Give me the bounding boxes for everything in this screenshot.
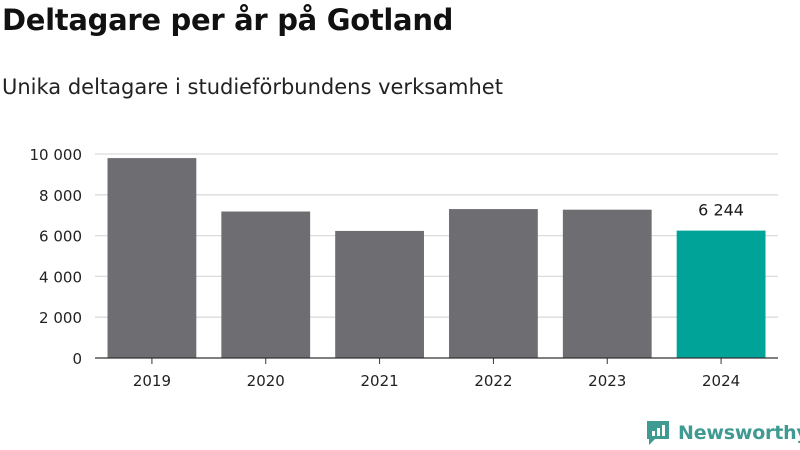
bar-2023 xyxy=(562,209,652,358)
bar-2022 xyxy=(449,209,538,358)
x-tick-label: 2022 xyxy=(474,372,512,390)
y-tick-label: 6 000 xyxy=(39,228,82,246)
x-tick-label: 2023 xyxy=(588,372,626,390)
chart-subtitle: Unika deltagare i studieförbundens verks… xyxy=(2,75,503,99)
data-labels: 6 244 xyxy=(698,201,744,220)
y-tick-label: 8 000 xyxy=(39,187,82,205)
x-tick-label: 2019 xyxy=(133,372,171,390)
bar-2020 xyxy=(221,211,311,358)
grid-lines xyxy=(95,153,778,318)
bar-2024 xyxy=(676,230,766,358)
brand-logo: Newsworthy xyxy=(645,419,800,447)
y-tick-label: 10 000 xyxy=(30,146,83,164)
y-axis-ticks: 0 2 000 4 000 6 000 8 000 10 000 xyxy=(30,146,83,368)
data-label-2024: 6 244 xyxy=(698,201,744,220)
y-tick-label: 4 000 xyxy=(39,268,82,286)
chart-title: Deltagare per år på Gotland xyxy=(2,3,454,37)
x-tick-label: 2024 xyxy=(702,372,740,390)
bar-2021 xyxy=(335,230,424,358)
bars xyxy=(107,158,766,358)
y-tick-label: 0 xyxy=(72,350,82,368)
bar-2019 xyxy=(107,158,197,358)
newsworthy-logo-icon xyxy=(647,421,669,445)
y-tick-label: 2 000 xyxy=(39,309,82,327)
x-tick-label: 2021 xyxy=(360,372,398,390)
x-axis-ticks: 2019 2020 2021 2022 2023 2024 xyxy=(133,358,740,390)
brand-name: Newsworthy xyxy=(678,422,800,444)
x-tick-label: 2020 xyxy=(247,372,285,390)
